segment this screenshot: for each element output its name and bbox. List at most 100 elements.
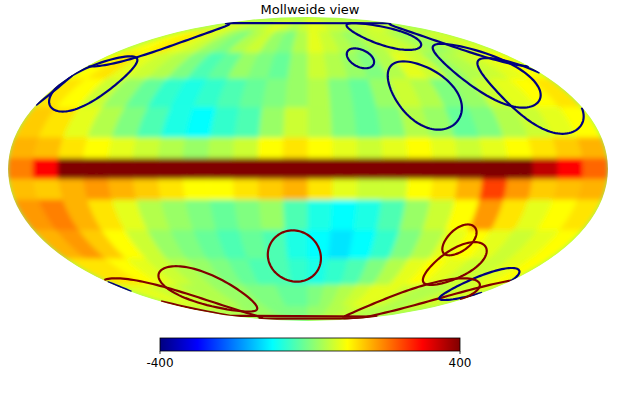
map-cell bbox=[430, 138, 457, 159]
map-cell bbox=[258, 138, 283, 159]
map-cell bbox=[577, 179, 607, 200]
map-cell bbox=[331, 200, 357, 230]
map-cell bbox=[183, 138, 210, 159]
ring bbox=[49, 56, 137, 111]
map-cell bbox=[108, 179, 136, 200]
map-cell bbox=[332, 138, 357, 159]
colorbar-tick bbox=[160, 351, 161, 354]
map-cell bbox=[108, 159, 133, 180]
map-cell bbox=[233, 138, 259, 159]
map-cell bbox=[406, 138, 433, 159]
map-cell bbox=[308, 179, 333, 200]
map-cell bbox=[262, 230, 288, 259]
map-cell bbox=[557, 159, 583, 180]
ring bbox=[88, 23, 529, 66]
map-cell bbox=[528, 179, 557, 200]
map-figure: Mollweide view -400 400 bbox=[0, 0, 620, 394]
map-cell bbox=[158, 138, 185, 159]
plot-area bbox=[8, 17, 608, 321]
map-cell bbox=[283, 179, 308, 200]
ring bbox=[104, 278, 511, 318]
map-cell bbox=[357, 138, 383, 159]
map-cell bbox=[308, 108, 332, 138]
title: Mollweide view bbox=[261, 2, 360, 17]
map-cell bbox=[308, 200, 332, 230]
map-cell bbox=[433, 159, 458, 180]
map-cell bbox=[528, 138, 557, 159]
map-cell bbox=[259, 108, 285, 138]
map-cell bbox=[332, 179, 357, 200]
map-cell bbox=[285, 79, 308, 108]
colorbar-tick bbox=[460, 351, 461, 354]
ring bbox=[161, 278, 480, 318]
cells bbox=[8, 17, 608, 321]
ring bbox=[433, 44, 541, 108]
map-cell bbox=[283, 138, 308, 159]
map-cell bbox=[259, 200, 285, 230]
map-cell bbox=[424, 285, 502, 307]
map-cell bbox=[383, 159, 408, 180]
map-cell bbox=[483, 159, 508, 180]
map-cell bbox=[308, 159, 333, 180]
colorbar bbox=[160, 338, 460, 351]
map-cell bbox=[408, 159, 433, 180]
map-cell bbox=[262, 79, 288, 108]
map-cell bbox=[108, 138, 136, 159]
map-cell bbox=[258, 179, 283, 200]
map-cell bbox=[504, 179, 533, 200]
map-cell bbox=[59, 138, 88, 159]
map-cell bbox=[58, 159, 84, 180]
map-cell bbox=[560, 200, 602, 230]
map-cell bbox=[158, 159, 183, 180]
map-cell bbox=[333, 159, 358, 180]
ring bbox=[347, 48, 374, 68]
map-cell bbox=[284, 108, 308, 138]
map-cell bbox=[84, 138, 113, 159]
ring bbox=[388, 61, 462, 129]
map-cell bbox=[582, 159, 608, 180]
map-cell bbox=[59, 179, 88, 200]
map-cell bbox=[486, 259, 550, 285]
map-cell bbox=[133, 179, 161, 200]
colorbar-tick-label: -400 bbox=[146, 356, 173, 370]
map-cell bbox=[406, 179, 433, 200]
map-cell bbox=[258, 159, 283, 180]
map-cell bbox=[208, 159, 233, 180]
map-cell bbox=[308, 138, 333, 159]
map-cell bbox=[331, 108, 357, 138]
map-cell bbox=[508, 159, 533, 180]
map-cell bbox=[183, 159, 208, 180]
ring bbox=[107, 268, 519, 300]
map-cell bbox=[83, 159, 108, 180]
ring bbox=[347, 23, 422, 50]
map-cell bbox=[208, 138, 234, 159]
map-cell bbox=[233, 179, 259, 200]
map-cell bbox=[455, 179, 483, 200]
ring bbox=[442, 224, 476, 255]
colorbar-tick-label: 400 bbox=[449, 356, 472, 370]
map-cell bbox=[381, 179, 407, 200]
map-cell bbox=[84, 179, 113, 200]
map-cell bbox=[183, 179, 210, 200]
map-cell bbox=[430, 179, 457, 200]
map-cell bbox=[283, 159, 308, 180]
map-cell bbox=[292, 31, 308, 53]
map-cell bbox=[208, 179, 234, 200]
ring bbox=[268, 230, 321, 281]
map-cell bbox=[530, 230, 583, 259]
map-cell bbox=[504, 138, 533, 159]
map-cell bbox=[577, 138, 607, 159]
map-cell bbox=[455, 138, 483, 159]
map-cell bbox=[235, 108, 263, 138]
map-cell bbox=[292, 285, 308, 307]
map-cell bbox=[458, 159, 483, 180]
map-cell bbox=[288, 53, 308, 79]
map-cell bbox=[357, 179, 383, 200]
map-cell bbox=[233, 159, 258, 180]
map-cell bbox=[133, 159, 158, 180]
map-cell bbox=[479, 179, 507, 200]
map-cell bbox=[285, 230, 308, 259]
sky-background bbox=[8, 17, 608, 321]
map-cell bbox=[308, 79, 331, 108]
map-cell bbox=[381, 138, 407, 159]
